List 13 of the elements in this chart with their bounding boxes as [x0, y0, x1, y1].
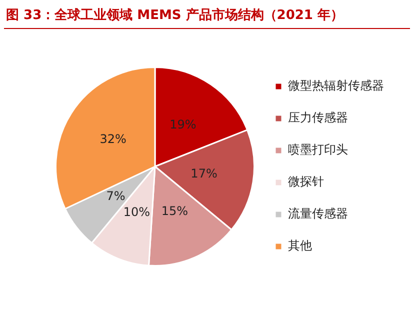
chart-title: 图 33：全球工业领域 MEMS 产品市场结构（2021 年） [6, 6, 344, 24]
legend-label: 压力传感器 [288, 110, 348, 125]
data-label: 17% [190, 166, 218, 180]
data-label: 32% [100, 132, 126, 146]
legend-label: 微探针 [288, 174, 324, 189]
legend-label: 喷墨打印头 [288, 142, 348, 157]
legend-label: 流量传感器 [288, 206, 348, 221]
data-label: 15% [161, 204, 188, 218]
data-label: 19% [170, 118, 196, 132]
legend-label: 其他 [288, 238, 312, 253]
legend-label: 微型热辐射传感器 [288, 78, 384, 93]
data-label: 10% [123, 204, 150, 219]
data-label: 7% [106, 189, 126, 204]
